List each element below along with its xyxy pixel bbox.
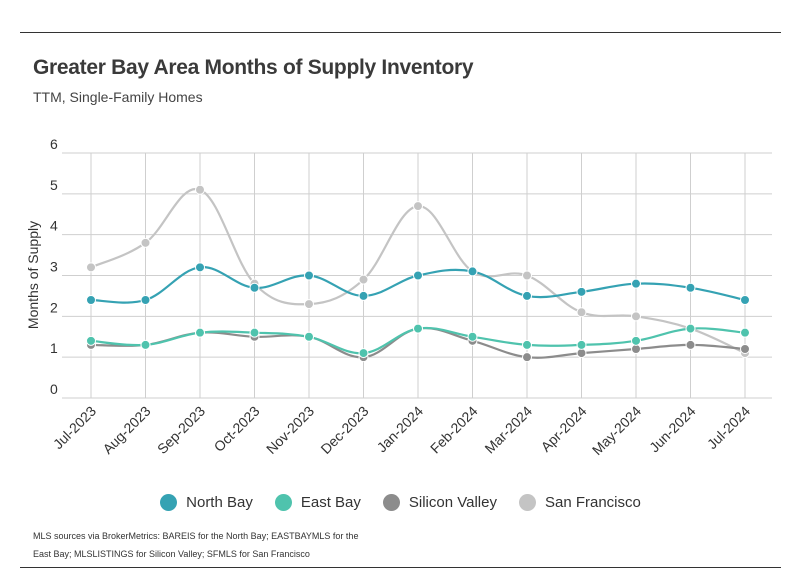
top-rule: [20, 32, 781, 33]
legend-item-silicon-valley[interactable]: Silicon Valley: [382, 493, 497, 511]
data-point-east-bay: [740, 327, 750, 338]
x-tick-label: Mar-2024: [481, 403, 535, 457]
legend-swatch: [518, 493, 536, 511]
chart-title: Greater Bay Area Months of Supply Invent…: [33, 56, 474, 79]
y-tick-label: 2: [50, 299, 58, 315]
data-point-east-bay: [467, 331, 478, 342]
data-point-north-bay: [358, 290, 369, 301]
data-point-north-bay: [140, 295, 151, 305]
legend-item-east-bay[interactable]: East Bay: [274, 493, 361, 511]
data-point-east-bay: [86, 335, 96, 346]
data-point-san-francisco: [631, 311, 641, 322]
legend-item-san-francisco[interactable]: San Francisco: [518, 493, 641, 511]
data-point-silicon-valley: [522, 352, 532, 363]
data-point-north-bay: [86, 295, 96, 305]
source-note: MLS sources via BrokerMetrics: BAREIS fo…: [33, 531, 359, 559]
y-tick-label: 5: [50, 177, 58, 193]
legend-label: Silicon Valley: [408, 493, 497, 511]
data-point-north-bay: [304, 270, 314, 281]
legend-swatch: [382, 493, 400, 511]
data-point-north-bay: [467, 266, 478, 277]
chart-subtitle: TTM, Single-Family Homes: [33, 89, 203, 105]
data-point-san-francisco: [522, 270, 532, 281]
legend-item-north-bay[interactable]: North Bay: [160, 493, 253, 511]
data-point-east-bay: [685, 323, 696, 334]
legend: North Bay East Bay Silicon Valley San Fr…: [0, 490, 801, 514]
legend-label: North Bay: [186, 493, 253, 511]
data-point-north-bay: [631, 278, 641, 289]
data-point-north-bay: [249, 282, 260, 293]
data-point-san-francisco: [86, 262, 96, 273]
x-tick-label: Jun-2024: [646, 403, 699, 456]
y-tick-labels: 0 1 2 3 4 5 6: [50, 136, 58, 397]
x-tick-label: Feb-2024: [427, 403, 481, 457]
data-point-north-bay: [522, 290, 532, 301]
x-tick-label: Nov-2023: [263, 403, 317, 457]
data-point-east-bay: [140, 339, 151, 350]
y-tick-label: 3: [50, 259, 58, 275]
data-point-north-bay: [576, 286, 587, 297]
x-tick-label: Jul-2023: [50, 403, 99, 452]
data-point-east-bay: [195, 327, 205, 338]
legend-swatch: [274, 493, 292, 511]
data-point-east-bay: [304, 331, 314, 342]
data-point-silicon-valley: [631, 344, 641, 354]
y-tick-label: 6: [50, 136, 58, 152]
x-tick-label: Sep-2023: [154, 403, 208, 457]
y-axis-title: Months of Supply: [25, 221, 41, 329]
x-tick-label: May-2024: [589, 403, 644, 458]
legend-label: San Francisco: [544, 493, 641, 511]
data-point-east-bay: [522, 339, 532, 350]
data-point-silicon-valley: [576, 348, 587, 359]
x-tick-labels: Jul-2023 Aug-2023 Sep-2023 Oct-2023 Nov-2023…: [50, 403, 753, 458]
data-point-silicon-valley: [685, 339, 696, 350]
data-point-san-francisco: [576, 307, 587, 318]
data-point-east-bay: [249, 327, 260, 338]
data-point-san-francisco: [195, 184, 205, 195]
y-tick-label: 1: [50, 340, 58, 356]
bottom-rule: [20, 567, 781, 568]
data-point-san-francisco: [413, 201, 423, 212]
legend-label: East Bay: [300, 493, 361, 511]
data-point-north-bay: [195, 262, 205, 273]
x-tick-label: Jan-2024: [374, 403, 427, 456]
x-tick-label: Apr-2024: [538, 403, 590, 455]
data-point-north-bay: [413, 270, 423, 281]
data-point-east-bay: [358, 348, 369, 359]
x-tick-label: Aug-2023: [99, 403, 153, 457]
x-tick-label: Dec-2023: [317, 403, 371, 457]
x-tick-label: Oct-2023: [211, 403, 263, 455]
data-point-silicon-valley: [740, 344, 750, 354]
series-points: [86, 184, 750, 363]
data-point-san-francisco: [304, 299, 314, 310]
data-point-san-francisco: [140, 237, 151, 248]
grid: [62, 152, 772, 399]
data-point-san-francisco: [358, 274, 369, 285]
data-point-east-bay: [413, 323, 423, 334]
x-tick-label: Jul-2024: [704, 403, 753, 452]
data-point-east-bay: [631, 335, 641, 346]
y-tick-label: 0: [50, 381, 58, 397]
data-point-north-bay: [685, 282, 696, 293]
data-point-east-bay: [576, 339, 587, 350]
data-point-north-bay: [740, 295, 750, 305]
legend-swatch: [160, 493, 178, 511]
y-tick-label: 4: [50, 218, 58, 234]
